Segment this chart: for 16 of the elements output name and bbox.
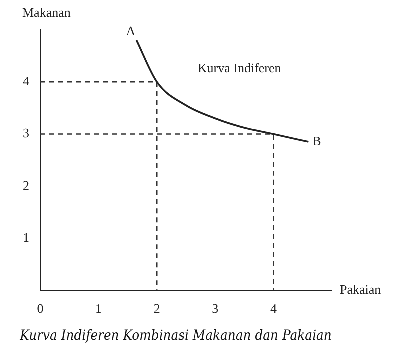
x-axis-title: Pakaian — [340, 282, 382, 298]
text: Kurva Indiferen Kombinasi Makanan dan Pakaian — [19, 328, 332, 344]
annotation: A — [126, 23, 136, 38]
x-tick-label: 1 — [96, 300, 102, 316]
x-tick-label: 0 — [37, 300, 44, 316]
y-tick-label: 2 — [23, 178, 30, 193]
annotation: B — [312, 133, 322, 148]
y-tick-label: 1 — [23, 230, 30, 245]
x-tick-label: 4 — [270, 300, 278, 316]
line-series — [136, 40, 310, 143]
y-tick-label: 3 — [23, 126, 30, 141]
x-tick-label: 2 — [154, 300, 160, 316]
annotation: Kurva Indiferen — [198, 60, 282, 76]
x-tick-label: 3 — [212, 300, 219, 316]
y-tick-label: 4 — [23, 74, 30, 89]
y-axis-title: Makanan — [22, 4, 72, 20]
